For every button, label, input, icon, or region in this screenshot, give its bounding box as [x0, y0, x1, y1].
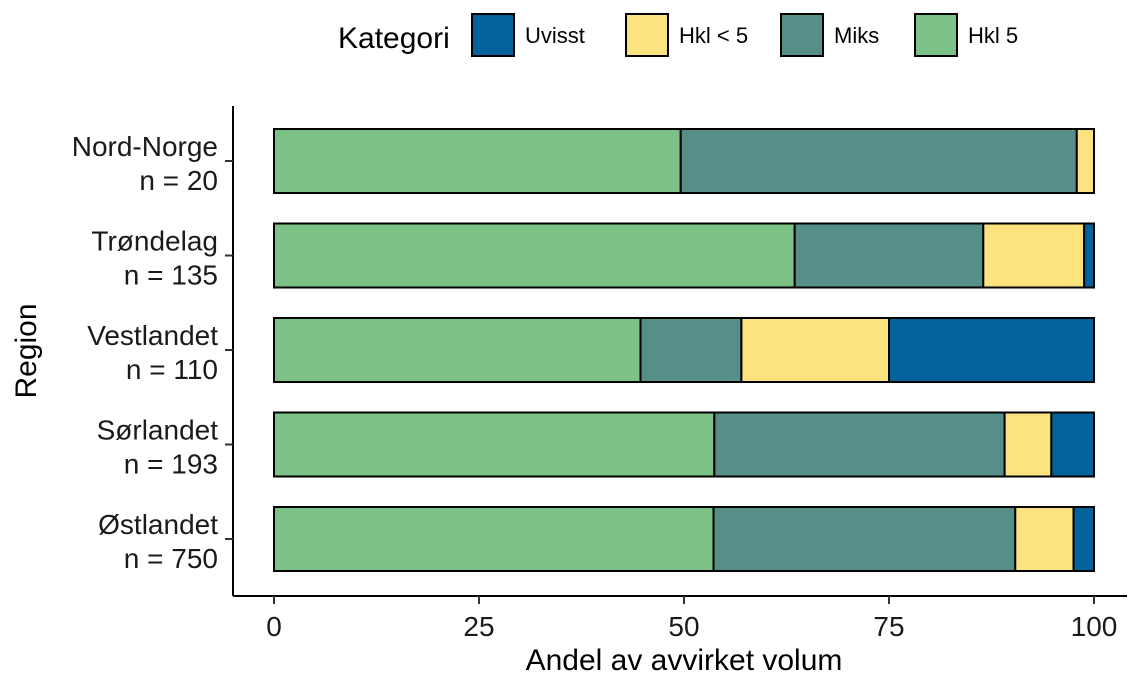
bar-segment-miks: [639, 317, 743, 383]
y-tick-label-count: n = 135: [124, 260, 218, 291]
x-tick-label: 100: [1071, 611, 1118, 642]
x-tick-label: 50: [668, 611, 699, 642]
legend-label: Hkl 5: [968, 23, 1018, 48]
y-tick-label-region: Vestlandet: [87, 320, 218, 351]
bar-segment-hkl-5: [273, 317, 642, 383]
x-tick-label: 75: [873, 611, 904, 642]
bar-segment-hkl-5: [1075, 128, 1096, 194]
bar-segment-hkl-5: [1003, 411, 1053, 478]
x-tick-label: 25: [463, 611, 494, 642]
bar-segment-hkl-5: [1014, 506, 1075, 572]
y-tick-label-count: n = 110: [126, 354, 218, 385]
x-axis-title: Andel av avvirket volum: [526, 644, 843, 675]
bar-segment-hkl-5: [273, 128, 682, 194]
legend-key-miks: [780, 13, 824, 57]
y-tick-label-count: n = 750: [124, 543, 218, 574]
bar-segment-miks: [713, 411, 1006, 478]
bars-group: [273, 128, 1096, 572]
bar-segment-uvisst: [888, 317, 1095, 383]
bar-segment-uvisst: [1072, 506, 1095, 572]
bar-segment-uvisst: [1083, 222, 1096, 289]
bar-segment-hkl-5: [982, 222, 1086, 289]
legend-label: Uvisst: [525, 23, 585, 48]
legend: Kategori Uvisst Hkl < 5 Miks Hkl 5: [338, 13, 1018, 57]
legend-title: Kategori: [338, 22, 450, 55]
y-tick-label-count: n = 193: [124, 449, 218, 480]
y-tick-label-region: Trøndelag: [91, 226, 218, 257]
legend-label: Miks: [834, 23, 879, 48]
bar-segment-miks: [712, 506, 1017, 572]
y-tick-label-region: Sørlandet: [97, 415, 219, 446]
x-tick-label: 0: [266, 611, 282, 642]
y-axis-title: Region: [10, 303, 43, 398]
legend-key-uvisst: [471, 13, 515, 57]
y-tick-label-region: Nord-Norge: [72, 131, 218, 162]
legend-key-hkl-5: [914, 13, 958, 57]
bar-segment-miks: [793, 222, 985, 289]
legend-label: Hkl < 5: [679, 23, 748, 48]
y-tick-label-region: Østlandet: [98, 509, 218, 540]
x-ticks: 0 25 50 75 100: [266, 596, 1117, 642]
bar-segment-hkl-5: [273, 411, 716, 478]
bar-segment-uvisst: [1050, 411, 1095, 478]
bar-segment-hkl-5: [740, 317, 891, 383]
bar-segment-hkl-5: [273, 222, 796, 289]
y-tick-label-count: n = 20: [139, 165, 218, 196]
bar-segment-hkl-5: [273, 506, 715, 572]
bar-segment-miks: [679, 128, 1078, 194]
legend-key-hkl-5: [625, 13, 669, 57]
